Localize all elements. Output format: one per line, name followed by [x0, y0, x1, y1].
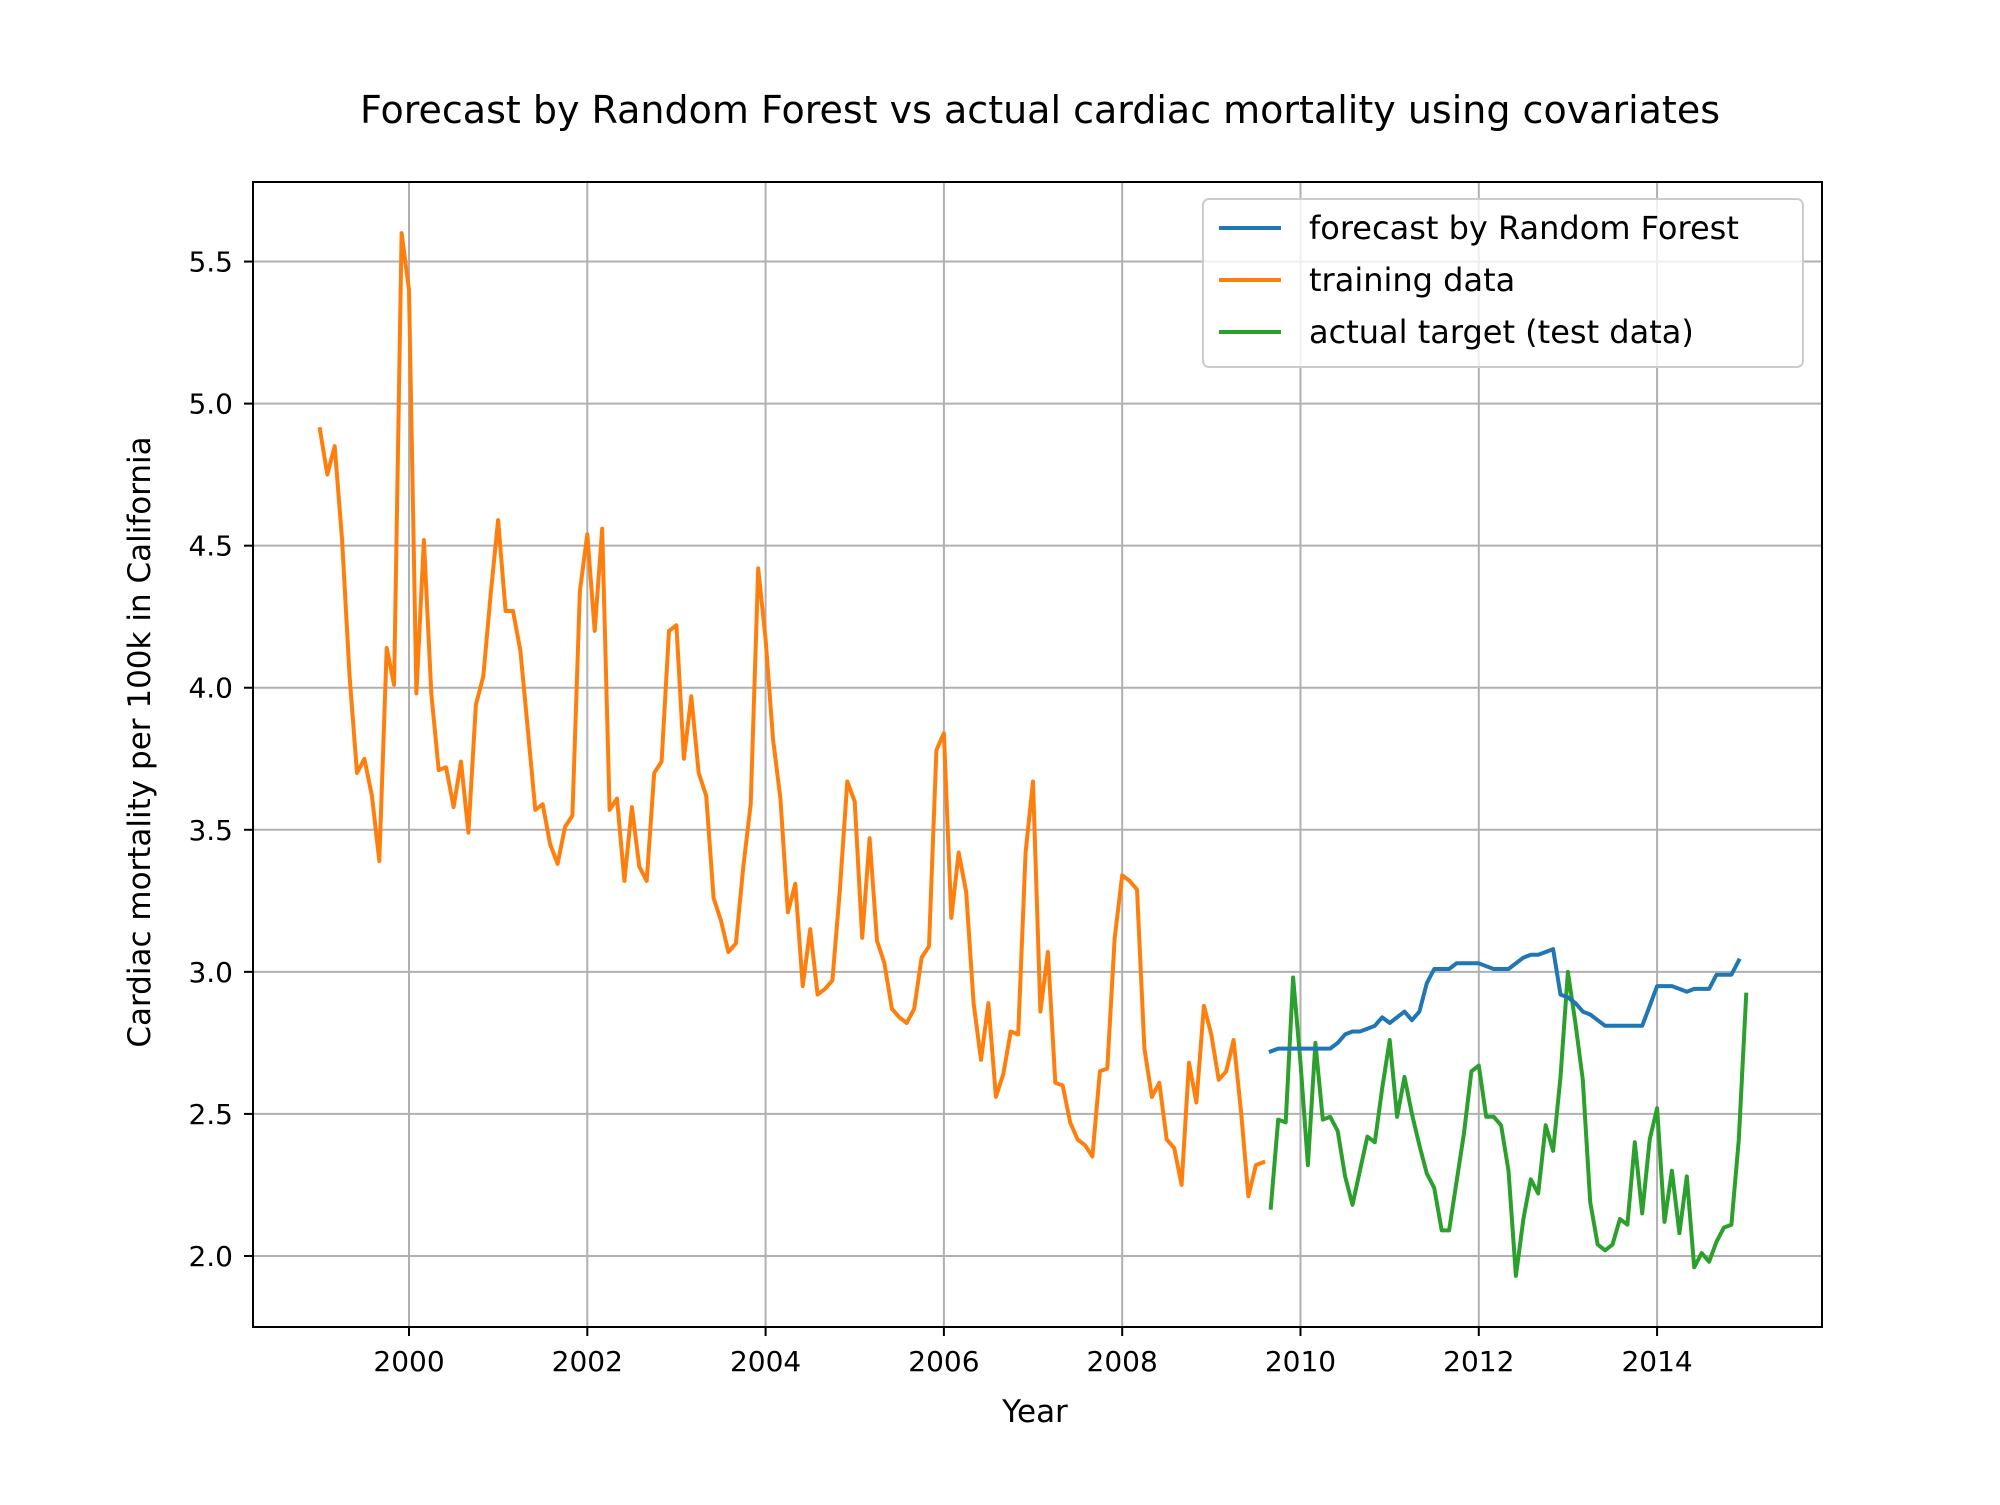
x-tick-label: 2008: [1087, 1345, 1158, 1378]
x-tick-label: 2014: [1621, 1345, 1692, 1378]
series-line-training-data: [317, 231, 1266, 1199]
y-axis-label: Cardiac mortality per 100k in California: [122, 436, 158, 1047]
series-line-forecast-by-random-forest: [1268, 947, 1742, 1054]
x-tick-label: 2006: [908, 1345, 979, 1378]
x-tick-label: 2010: [1265, 1345, 1336, 1378]
legend-label: training data: [1309, 261, 1515, 299]
x-axis-label: Year: [1001, 1394, 1068, 1430]
y-tick-label: 3.5: [188, 814, 233, 847]
y-tick-label: 2.0: [188, 1240, 233, 1273]
plot-frame: [252, 181, 1823, 1328]
y-tick-label: 3.0: [188, 956, 233, 989]
y-tick-label: 4.5: [188, 530, 233, 563]
x-tick-label: 2000: [373, 1345, 444, 1378]
legend-label: actual target (test data): [1309, 313, 1694, 351]
y-tick-label: 5.0: [188, 388, 233, 421]
y-tick-label: 2.5: [188, 1098, 233, 1131]
chart-title: Forecast by Random Forest vs actual card…: [360, 88, 1720, 132]
x-tick-label: 2012: [1443, 1345, 1514, 1378]
legend-label: forecast by Random Forest: [1309, 209, 1739, 247]
x-tick-label: 2004: [730, 1345, 801, 1378]
series-line-actual-target-test-data: [1268, 969, 1749, 1278]
series-lines: [317, 231, 1749, 1278]
y-tick-label: 4.0: [188, 672, 233, 705]
legend: forecast by Random Forest training data ac…: [1202, 198, 1804, 368]
x-tick-label: 2002: [552, 1345, 623, 1378]
y-tick-label: 5.5: [188, 246, 233, 279]
legend-box: [1202, 198, 1804, 368]
axis-ticks: 2000 2002 2004 2006 2008 2010 2012 2014 2.0 2.5 3.…: [188, 246, 1692, 1378]
